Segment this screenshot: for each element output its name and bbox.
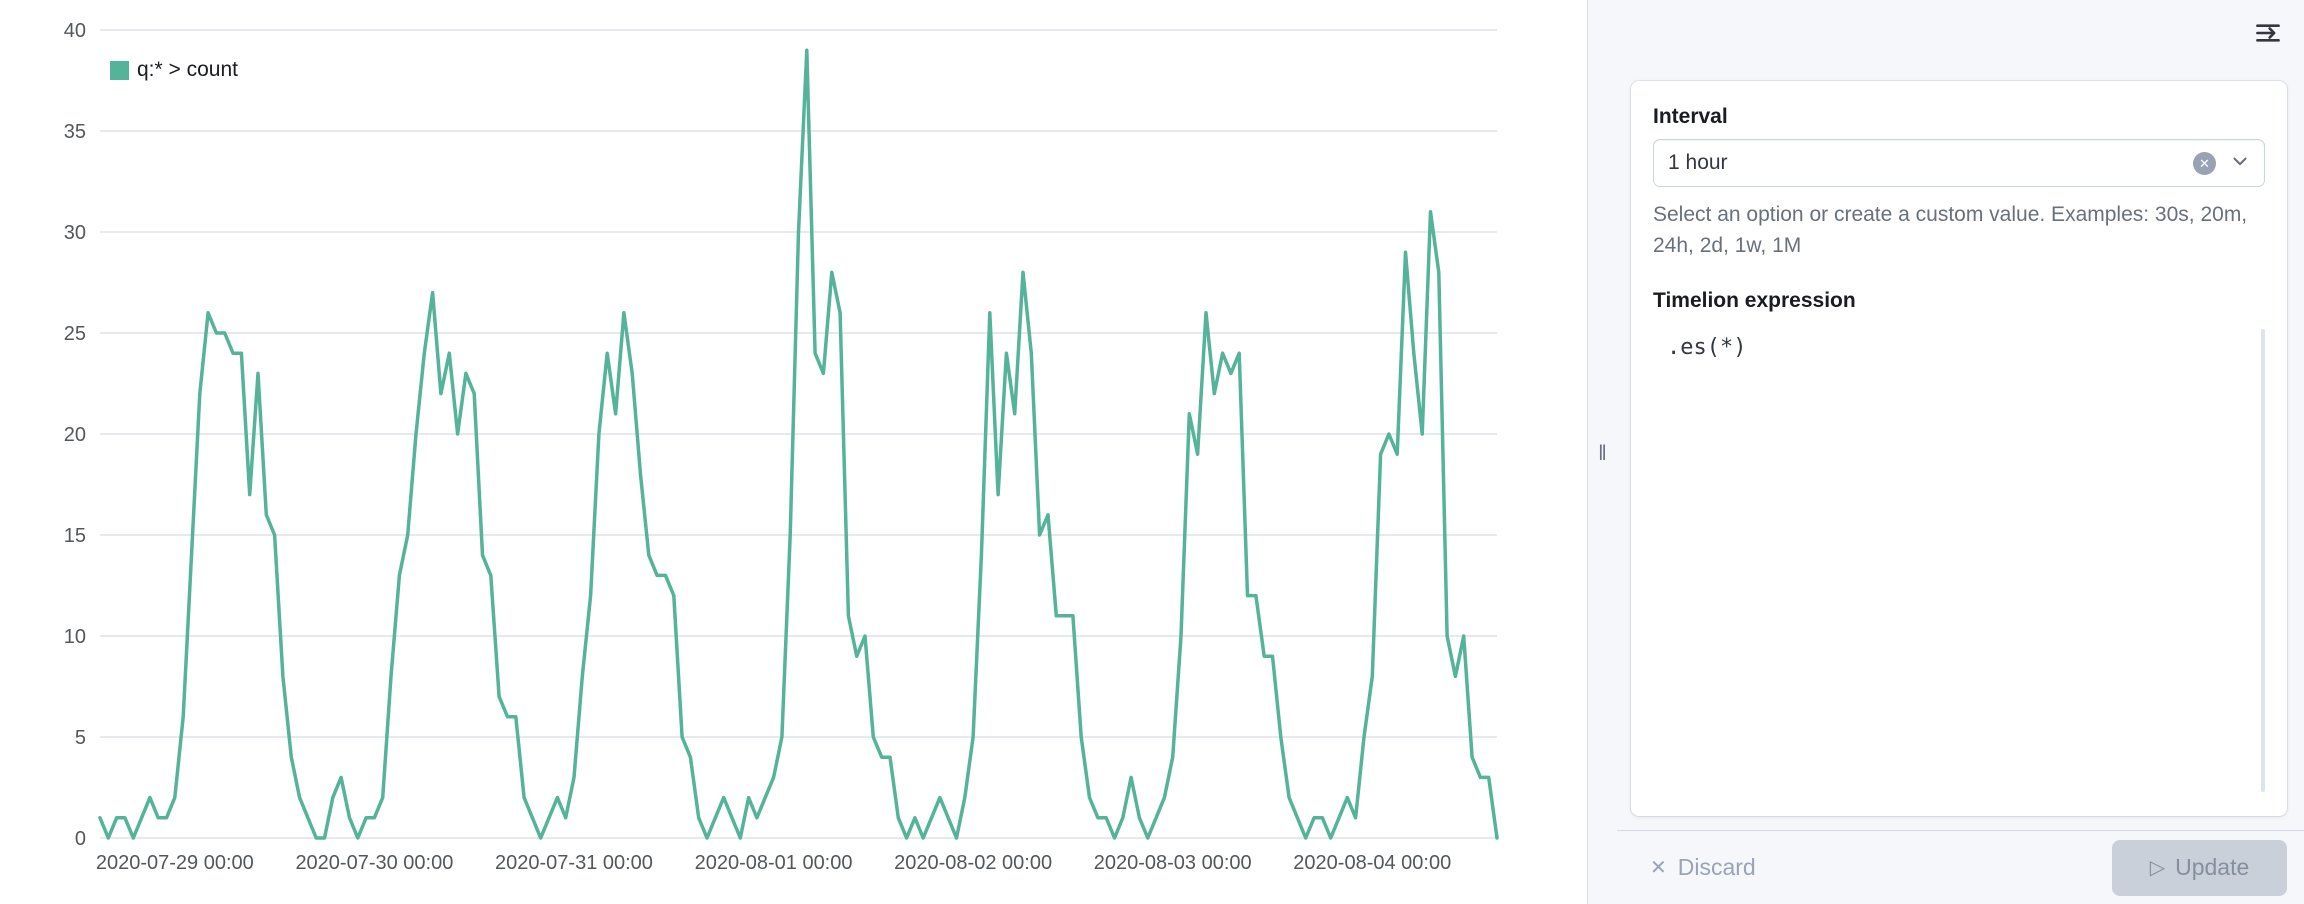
update-label: Update (2175, 854, 2250, 880)
expression-value[interactable]: .es(*) (1667, 335, 1747, 360)
svg-text:2020-08-02 00:00: 2020-08-02 00:00 (894, 852, 1052, 874)
svg-text:0: 0 (75, 828, 86, 850)
panel-footer: ✕ Discard ▷ Update (1617, 830, 2304, 904)
timelion-chart[interactable]: 0 5 10 15 20 25 30 35 40 2020-07-29 00:00 2020-07-… (0, 0, 1587, 904)
discard-button[interactable]: ✕ Discard (1634, 854, 1756, 881)
editor-scrollbar[interactable] (2261, 329, 2265, 792)
svg-text:25: 25 (64, 323, 86, 345)
svg-text:2020-07-30 00:00: 2020-07-30 00:00 (295, 852, 453, 874)
chart-canvas[interactable]: 0 5 10 15 20 25 30 35 40 2020-07-29 00:00 2020-07-… (0, 0, 1587, 904)
svg-text:15: 15 (64, 525, 86, 547)
svg-text:30: 30 (64, 222, 86, 244)
expression-label: Timelion expression (1653, 289, 1856, 312)
svg-text:35: 35 (64, 121, 86, 143)
cross-icon: ✕ (1650, 857, 1667, 879)
timelion-expression-editor[interactable]: .es(*) (1653, 329, 2265, 792)
svg-text:2020-07-29 00:00: 2020-07-29 00:00 (96, 852, 254, 874)
collapse-panel-button[interactable] (2248, 14, 2288, 54)
svg-text:20: 20 (64, 424, 86, 446)
svg-text:2020-08-03 00:00: 2020-08-03 00:00 (1094, 852, 1252, 874)
legend-swatch-icon (110, 60, 129, 80)
interval-value: 1 hour (1668, 151, 1728, 174)
interval-label: Interval (1653, 105, 1728, 128)
interval-combobox[interactable]: 1 hour ✕ (1653, 139, 2265, 187)
play-icon: ▷ (2149, 857, 2166, 879)
svg-text:2020-07-31 00:00: 2020-07-31 00:00 (495, 852, 653, 874)
legend-label: q:* > count (137, 58, 238, 81)
menu-right-icon (2255, 20, 2281, 49)
timelion-options-panel: Interval 1 hour ✕ Select an option or cr… (1617, 0, 2304, 904)
svg-text:40: 40 (64, 20, 86, 42)
discard-label: Discard (1677, 854, 1756, 880)
panel-resizer[interactable]: ‖ (1587, 0, 1617, 904)
interval-help-text: Select an option or create a custom valu… (1653, 203, 2248, 257)
svg-text:2020-08-01 00:00: 2020-08-01 00:00 (695, 852, 853, 874)
clear-interval-icon[interactable]: ✕ (2193, 151, 2216, 175)
resizer-grip-icon[interactable]: ‖ (1598, 442, 1607, 465)
svg-text:10: 10 (64, 626, 86, 648)
svg-text:5: 5 (75, 727, 86, 749)
update-button[interactable]: ▷ Update (2112, 839, 2287, 896)
options-card: Interval 1 hour ✕ Select an option or cr… (1631, 81, 2287, 816)
chevron-down-icon[interactable] (2230, 151, 2250, 176)
svg-text:2020-08-04 00:00: 2020-08-04 00:00 (1293, 852, 1451, 874)
chart-legend[interactable]: q:* > count (110, 58, 238, 82)
